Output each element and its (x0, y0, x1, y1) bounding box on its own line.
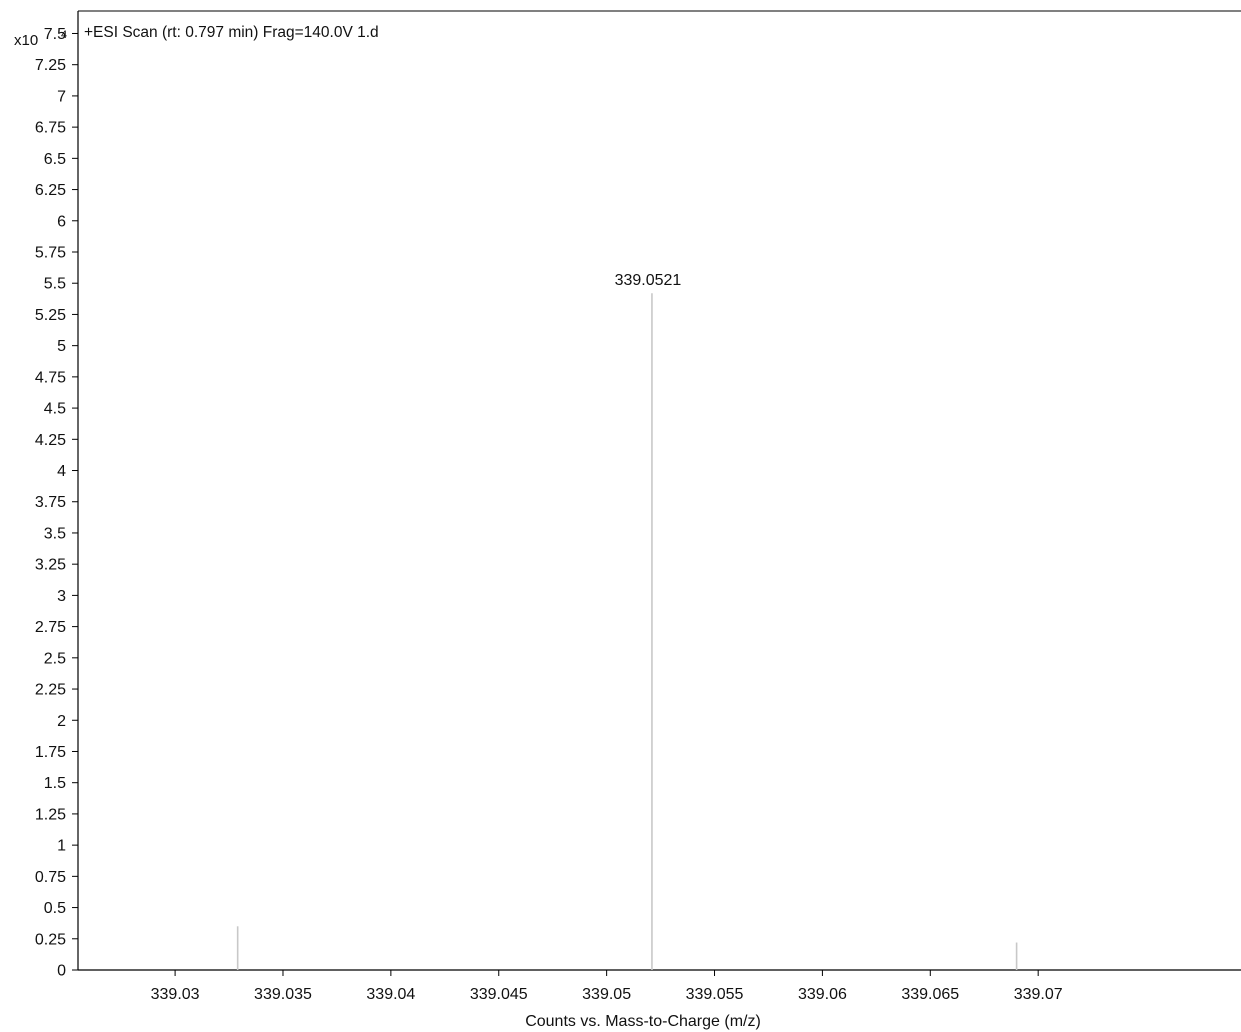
y-tick-label: 0.5 (44, 900, 66, 917)
x-tick-label: 339.04 (366, 986, 415, 1003)
chart-title: +ESI Scan (rt: 0.797 min) Frag=140.0V 1.… (84, 24, 379, 41)
x-tick-label: 339.065 (901, 986, 959, 1003)
y-tick-label: 3.5 (44, 525, 66, 542)
y-tick-label: 1.75 (35, 744, 66, 761)
y-tick-label: 7.25 (35, 57, 66, 74)
y-tick-label: 6.5 (44, 151, 66, 168)
peaks: 339.0521 (236, 272, 1018, 970)
y-tick-label: 1.5 (44, 775, 66, 792)
y-tick-label: 0 (57, 963, 66, 980)
y-multiplier-base: x10 (14, 32, 38, 49)
y-tick-label: 2.75 (35, 619, 66, 636)
y-tick-label: 0.75 (35, 869, 66, 886)
y-tick-label: 5.5 (44, 276, 66, 293)
x-tick-label: 339.05 (582, 986, 631, 1003)
y-tick-label: 0.25 (35, 931, 66, 948)
y-tick-label: 5.25 (35, 307, 66, 324)
y-multiplier-exponent: 4 (61, 29, 67, 41)
y-tick-label: 2 (57, 713, 66, 730)
y-tick-label: 4 (57, 463, 66, 480)
x-tick-label: 339.035 (254, 986, 312, 1003)
y-tick-label: 5 (57, 338, 66, 355)
x-tick-label: 339.03 (151, 986, 200, 1003)
y-tick-label: 3.75 (35, 494, 66, 511)
y-tick-label: 4.25 (35, 432, 66, 449)
y-tick-label: 2.25 (35, 682, 66, 699)
x-tick-label: 339.07 (1014, 986, 1063, 1003)
y-tick-label: 6 (57, 213, 66, 230)
x-tick-label: 339.045 (470, 986, 528, 1003)
y-tick-label: 3 (57, 588, 66, 605)
y-tick-label: 4.75 (35, 369, 66, 386)
y-tick-label: 6.25 (35, 182, 66, 199)
y-tick-label: 7.5 (44, 26, 66, 43)
y-tick-label: 6.75 (35, 120, 66, 137)
y-tick-label: 3.25 (35, 557, 66, 574)
y-tick-label: 1.25 (35, 806, 66, 823)
x-tick-label: 339.06 (798, 986, 847, 1003)
y-tick-label: 5.75 (35, 244, 66, 261)
x-axis-label: Counts vs. Mass-to-Charge (m/z) (525, 1013, 761, 1030)
y-tick-label: 4.5 (44, 401, 66, 418)
x-tick-label: 339.055 (686, 986, 744, 1003)
y-tick-label: 1 (57, 838, 66, 855)
y-tick-label: 2.5 (44, 650, 66, 667)
peak-label: 339.0521 (615, 272, 682, 289)
plot-frame (77, 10, 1241, 971)
y-axis-ticks: 0 0.25 0.5 0.75 1 1.25 1.5 1.75 2 2.25 2.5 2.75 3 3.2… (35, 26, 78, 980)
x-axis-ticks: 339.03 339.035 339.04 339.045 339.05 339.055 3… (151, 970, 1063, 1003)
y-tick-label: 7 (57, 88, 66, 105)
